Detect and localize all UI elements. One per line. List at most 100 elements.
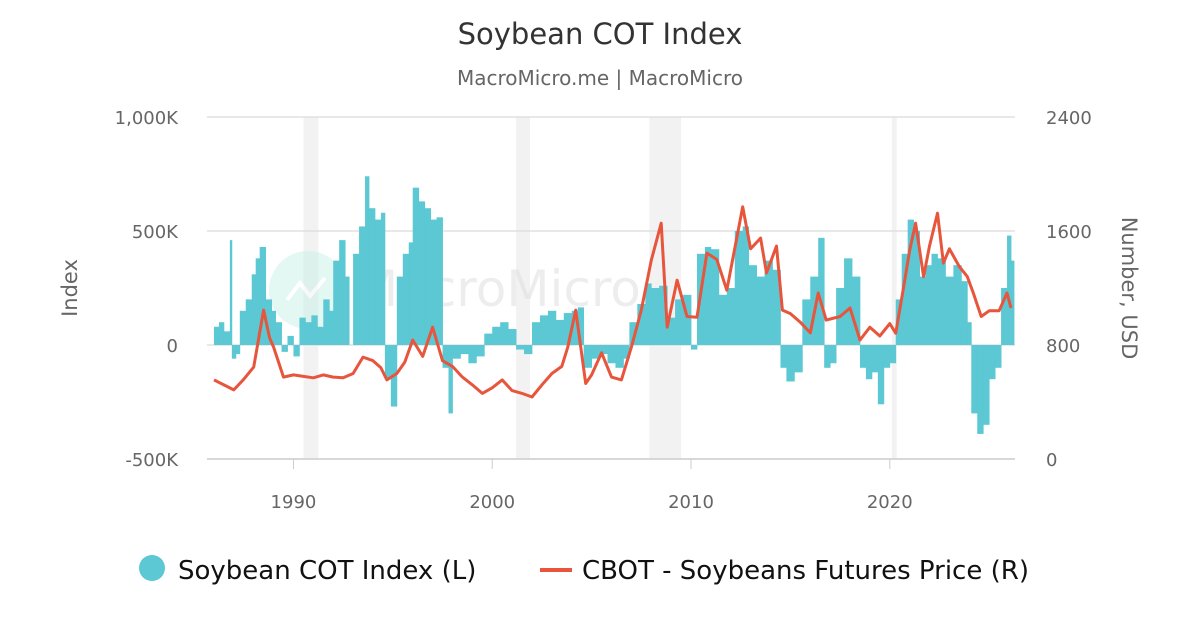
right-tick-label: 0 xyxy=(1046,450,1057,471)
cot-bar xyxy=(989,345,996,380)
cot-bar xyxy=(780,345,787,368)
cot-bar xyxy=(802,299,811,345)
cot-bar xyxy=(953,265,962,345)
cot-bar xyxy=(323,299,330,345)
cot-bar xyxy=(412,187,420,345)
cot-bar xyxy=(889,345,897,364)
cot-bar xyxy=(925,265,932,345)
chart-title: Soybean COT Index xyxy=(458,17,743,51)
cot-bar xyxy=(408,242,414,345)
cot-bar xyxy=(726,288,736,345)
cot-bar xyxy=(353,253,360,345)
cot-bar xyxy=(317,326,324,345)
x-axis: 1990 2000 2010 2020 xyxy=(271,459,913,513)
cot-bar xyxy=(718,294,728,345)
cot-bar xyxy=(396,276,404,345)
cot-bar xyxy=(424,208,432,345)
cot-bar xyxy=(937,258,946,345)
cot-bar xyxy=(794,345,803,373)
cot-bar xyxy=(883,345,891,368)
left-tick-label: 500K xyxy=(132,222,179,243)
left-tick-label: -500K xyxy=(125,450,179,471)
cot-bar xyxy=(683,294,692,345)
cot-bar xyxy=(824,345,831,368)
cot-bar xyxy=(623,345,630,359)
x-tick-label: 2010 xyxy=(668,492,714,513)
cot-bar xyxy=(704,246,712,345)
cot-bar xyxy=(844,258,853,345)
cot-bar xyxy=(380,212,386,345)
cot-bar xyxy=(500,322,509,345)
chart-subtitle: MacroMicro.me | MacroMicro xyxy=(457,66,743,90)
recession-band xyxy=(891,117,897,459)
cot-bar xyxy=(229,240,233,345)
legend: Soybean COT Index (L) CBOT - Soybeans Fu… xyxy=(139,555,1029,586)
recession-bands xyxy=(303,117,897,459)
left-tick-label: 0 xyxy=(167,336,178,357)
cot-bar xyxy=(748,265,757,345)
legend-item-cot[interactable]: Soybean COT Index (L) xyxy=(139,555,476,586)
left-axis-title: Index xyxy=(58,259,82,317)
cot-bar xyxy=(460,345,469,355)
x-tick-label: 1990 xyxy=(271,492,317,513)
cot-bar xyxy=(710,249,720,345)
cot-bar xyxy=(271,310,276,345)
cot-bar xyxy=(305,322,312,345)
cot-bar xyxy=(287,335,294,345)
cot-bar xyxy=(901,253,909,345)
cot-bar xyxy=(547,310,557,345)
cot-bar xyxy=(384,345,392,380)
cot-bar xyxy=(645,283,652,345)
cot-bar xyxy=(539,315,549,345)
cot-bar xyxy=(818,237,825,345)
cot-bar xyxy=(484,333,493,345)
cot-bar xyxy=(516,345,525,350)
cot-bar xyxy=(583,345,593,368)
cot-bar xyxy=(607,345,616,364)
cot-bar xyxy=(281,345,288,352)
cot-bar xyxy=(492,326,501,345)
cot-bar xyxy=(345,276,350,345)
cot-bar xyxy=(239,310,247,345)
cot-bar xyxy=(1001,288,1008,345)
cot-bar xyxy=(299,317,306,345)
watermark-chart-icon xyxy=(285,276,327,302)
cot-bar xyxy=(786,345,795,382)
cot-bar xyxy=(531,322,541,345)
cot-bar xyxy=(476,345,485,357)
cot-bar xyxy=(402,253,410,345)
cot-bar xyxy=(231,345,237,359)
right-axis: 0 800 1600 2400 xyxy=(1046,108,1092,471)
cot-bar xyxy=(961,281,968,345)
cot-bar xyxy=(430,219,437,345)
cot-bar xyxy=(691,345,698,350)
cot-bar xyxy=(468,345,477,364)
right-tick-label: 800 xyxy=(1046,336,1080,357)
cot-bar xyxy=(977,345,984,434)
cot-bar xyxy=(967,322,972,345)
cot-bar xyxy=(577,307,585,345)
cot-bar xyxy=(830,345,837,364)
cot-bar xyxy=(1011,260,1015,345)
cot-bar xyxy=(1007,235,1012,345)
cot-bar xyxy=(448,345,453,414)
right-axis-title: Number, USD xyxy=(1117,217,1141,360)
cot-bar xyxy=(599,345,608,355)
right-tick-label: 2400 xyxy=(1046,108,1092,129)
cot-bar xyxy=(251,274,257,345)
cot-bar xyxy=(255,258,261,345)
cot-bar xyxy=(571,310,579,345)
price-line xyxy=(213,205,1013,399)
cot-bar xyxy=(931,253,938,345)
cot-bar xyxy=(452,345,461,359)
cot-bar xyxy=(651,288,660,345)
cot-bar xyxy=(311,315,318,345)
cot-bar xyxy=(275,322,282,345)
recession-band xyxy=(516,117,531,459)
cot-bar xyxy=(971,345,978,414)
cot-bar xyxy=(442,345,449,368)
legend-item-price[interactable]: CBOT - Soybeans Futures Price (R) xyxy=(540,556,1029,586)
cot-bar xyxy=(919,276,926,345)
cot-bar xyxy=(555,319,565,345)
x-tick-label: 2000 xyxy=(469,492,515,513)
